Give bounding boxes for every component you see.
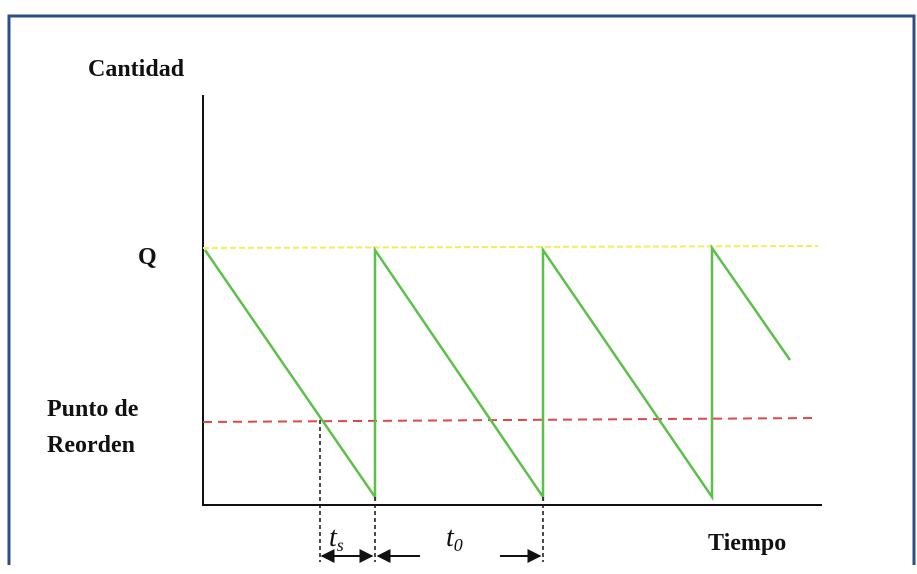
lead-time-label: ts	[329, 522, 344, 555]
x-axis-label: Tiempo	[708, 530, 786, 556]
frame	[7, 14, 916, 565]
reorder-line	[202, 417, 819, 423]
symbol: t	[446, 522, 455, 553]
q-label: Q	[138, 244, 157, 270]
subscript: 0	[454, 535, 463, 555]
cycle-label: t0	[446, 522, 463, 555]
guide-lines	[319, 420, 544, 562]
inventory-sawtooth	[203, 244, 792, 502]
reorder-label: Punto de	[47, 396, 139, 422]
subscript: s	[337, 535, 344, 555]
reorder-label: Reorden	[47, 432, 135, 458]
y-axis-label: Cantidad	[88, 56, 185, 82]
symbol: t	[329, 522, 338, 553]
q-level-line	[202, 245, 819, 249]
